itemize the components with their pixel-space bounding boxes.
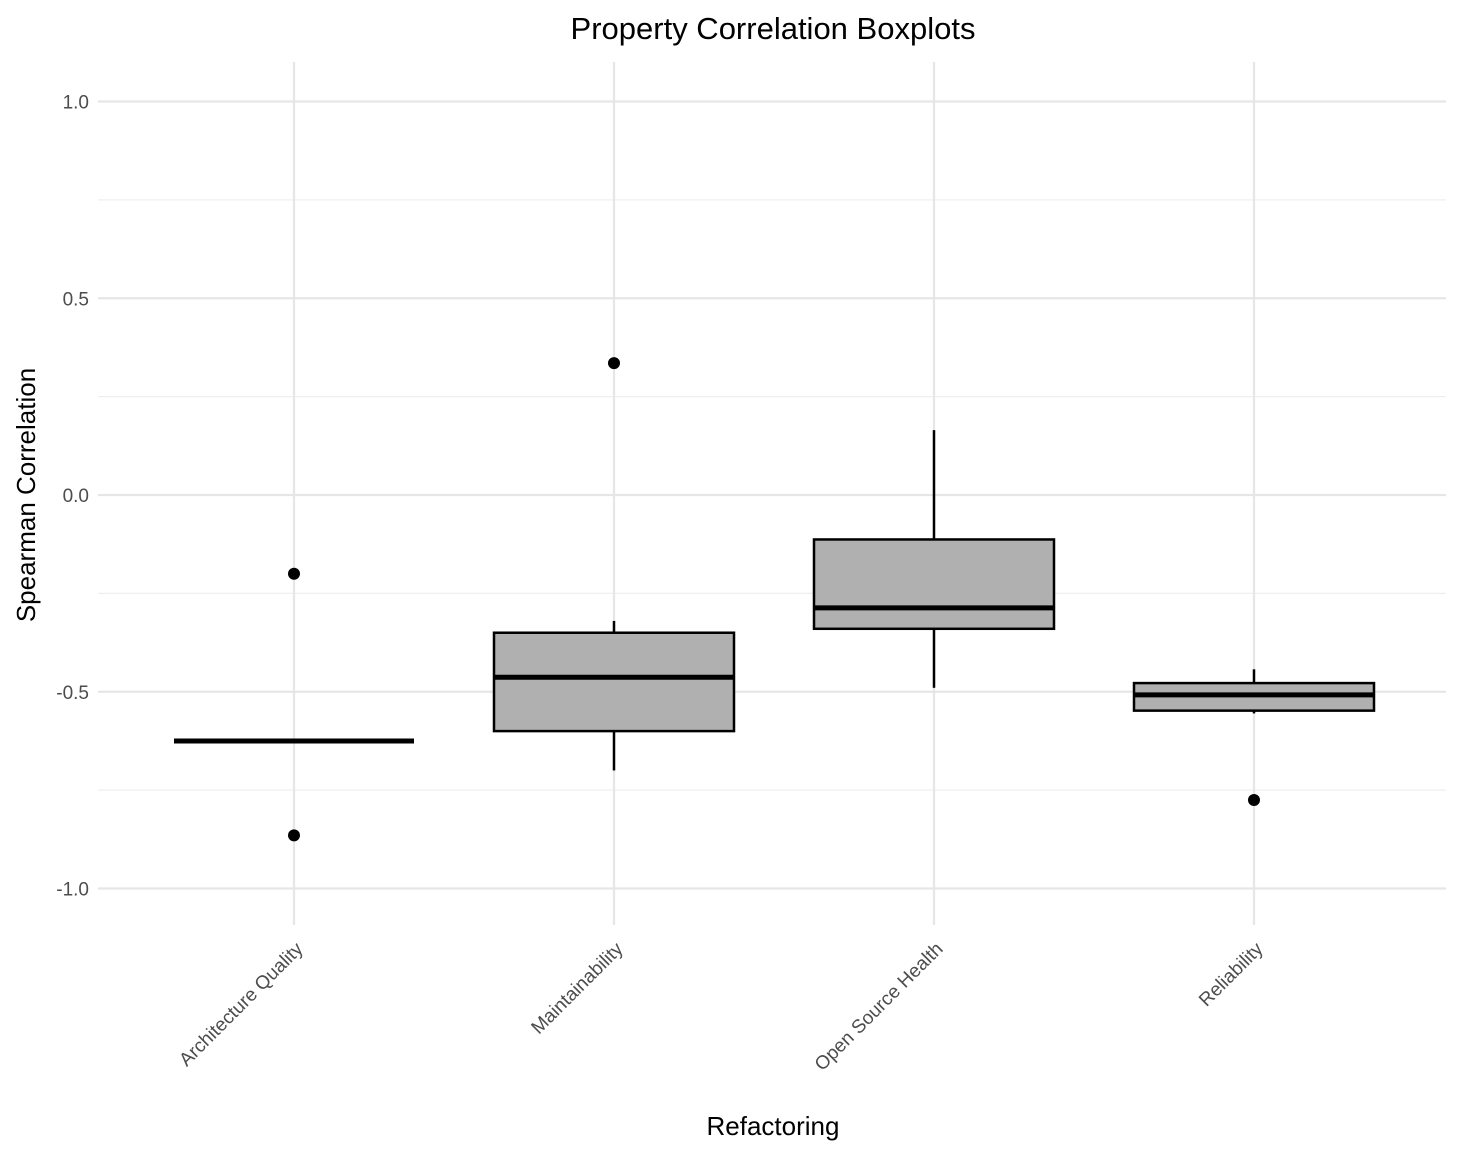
x-axis-title: Refactoring bbox=[707, 1111, 840, 1141]
box-group bbox=[1132, 669, 1376, 806]
x-tick-label: Open Source Health bbox=[811, 939, 948, 1076]
tick-labels: -1.0 -0.5 0.0 0.5 1.0 Architecture Quality Mai… bbox=[56, 93, 1268, 1076]
y-tick-label: -0.5 bbox=[56, 683, 89, 704]
outlier-point bbox=[288, 567, 300, 580]
y-tick-label: 0.5 bbox=[63, 289, 89, 310]
y-tick-label: 0.0 bbox=[63, 486, 89, 507]
outlier-point bbox=[288, 829, 300, 842]
box-group bbox=[174, 567, 414, 842]
y-tick-label: -1.0 bbox=[56, 880, 89, 901]
outlier-point bbox=[608, 357, 620, 370]
chart-title: Property Correlation Boxplots bbox=[571, 11, 976, 46]
outlier-point bbox=[1248, 793, 1260, 806]
box-group bbox=[492, 357, 736, 771]
y-axis-title: Spearman Correlation bbox=[11, 368, 41, 622]
box-group bbox=[812, 430, 1056, 688]
grid-lines bbox=[98, 62, 1446, 925]
x-tick-label: Architecture Quality bbox=[175, 938, 307, 1070]
box-marks bbox=[174, 357, 1376, 842]
x-tick-label: Reliability bbox=[1195, 938, 1268, 1011]
iqr-box bbox=[492, 631, 736, 733]
x-tick-label: Maintainability bbox=[528, 938, 628, 1038]
y-tick-label: 1.0 bbox=[63, 93, 89, 114]
iqr-box bbox=[812, 538, 1056, 631]
